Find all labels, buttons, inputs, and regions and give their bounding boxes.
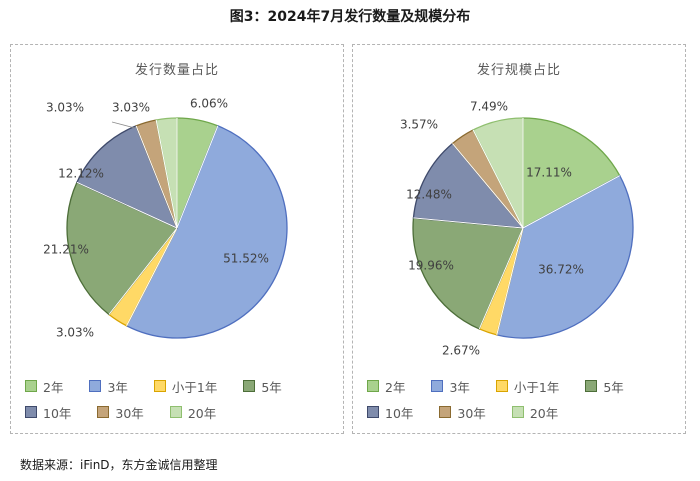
data-label-20年: 3.03%: [112, 101, 150, 115]
data-label-30年: 3.03%: [46, 101, 84, 115]
data-label-10年: 12.12%: [58, 167, 104, 181]
legend-label: 小于1年: [171, 379, 218, 395]
legend-label: 5年: [603, 379, 624, 395]
legend-scale: 2年 3年 小于1年 5年 10年 30年 20年: [367, 373, 677, 425]
chart-panel-scale: 发行规模占比 17.11% 36.72% 2.67% 19.96% 12.48% 3.57…: [352, 44, 686, 434]
data-label-2年: 6.06%: [190, 97, 228, 111]
pie-slice-2年: [522, 117, 621, 230]
leader-line: [111, 121, 136, 129]
slice-separator: [472, 129, 524, 229]
pie-chart-scale: 17.11% 36.72% 2.67% 19.96% 12.48% 3.57% 7.49%: [400, 100, 634, 358]
legend-label: 3年: [107, 379, 128, 395]
source-note: 数据来源：iFinD，东方金诚信用整理: [20, 458, 218, 472]
legend-swatch: [97, 406, 110, 418]
slice-separator: [452, 143, 524, 229]
legend-item-10年: 10年: [25, 403, 71, 422]
legend-swatch: [585, 380, 598, 392]
legend-item-5年: 5年: [585, 377, 624, 396]
legend-swatch: [243, 380, 256, 392]
legend-item-小于1年: 小于1年: [153, 377, 218, 396]
pie-slice-10年: [76, 125, 179, 230]
data-label-10年: 12.48%: [406, 188, 452, 202]
legend-item-30年: 30年: [97, 403, 144, 422]
data-label-3年: 36.72%: [538, 263, 584, 277]
legend-label: 小于1年: [513, 379, 560, 395]
legend-item-30年: 30年: [439, 403, 486, 422]
legend-label: 10年: [43, 405, 72, 421]
legend-swatch: [25, 380, 37, 392]
pie-slice-3年: [125, 125, 288, 339]
pie-chart-count: 6.06% 51.52% 3.03% 21.21% 12.12% 3.03% 3.03%: [43, 97, 288, 340]
data-label-小于1年: 3.03%: [56, 326, 94, 340]
slice-separator: [76, 181, 178, 229]
legend-label: 3年: [449, 379, 470, 395]
slice-separator: [478, 227, 524, 330]
legend-label: 30年: [457, 405, 486, 421]
legend-swatch: [89, 380, 102, 392]
legend-item-3年: 3年: [431, 377, 470, 396]
slice-separator: [126, 227, 178, 326]
chart-title-count: 发行数量占比: [134, 63, 219, 78]
legend-swatch: [431, 380, 444, 392]
legend-count: 2年 3年 小于1年 5年 10年 30年 20年: [25, 373, 335, 425]
legend-label: 10年: [385, 405, 414, 421]
figure-title: 图3：2024年7月发行数量及规模分布: [229, 9, 471, 25]
data-label-20年: 7.49%: [470, 100, 508, 114]
legend-swatch: [169, 406, 182, 418]
pie-slice-3年: [495, 174, 634, 339]
legend-item-5年: 5年: [243, 377, 282, 396]
legend-swatch: [439, 406, 452, 418]
data-label-5年: 21.21%: [43, 243, 89, 257]
legend-swatch: [367, 380, 379, 392]
chart-title-scale: 发行规模占比: [476, 63, 561, 78]
data-label-2年: 17.11%: [526, 166, 572, 180]
legend-item-10年: 10年: [367, 403, 413, 422]
legend-label: 20年: [529, 405, 559, 421]
legend-swatch: [25, 406, 37, 418]
slice-separator: [176, 125, 219, 229]
pie-slice-5年: [66, 181, 179, 316]
slice-separator: [522, 175, 620, 229]
legend-item-20年: 20年: [511, 403, 559, 422]
legend-label: 30年: [115, 405, 144, 421]
slice-separator: [496, 227, 524, 335]
legend-label: 5年: [261, 379, 282, 395]
legend-swatch: [511, 406, 524, 418]
data-label-5年: 19.96%: [408, 259, 454, 273]
legend-label: 2年: [385, 379, 406, 395]
legend-row: 2年 3年 小于1年 5年: [25, 373, 335, 399]
slice-separator: [155, 119, 178, 229]
pie-slice-10年: [412, 142, 525, 229]
pie-slice-5年: [412, 217, 524, 330]
legend-swatch: [367, 406, 379, 418]
legend-label: 2年: [43, 379, 64, 395]
legend-item-3年: 3年: [89, 377, 128, 396]
data-label-小于1年: 2.67%: [442, 344, 480, 358]
slice-separator: [413, 217, 524, 229]
legend-item-20年: 20年: [169, 403, 217, 422]
legend-swatch: [495, 380, 508, 392]
legend-item-2年: 2年: [367, 377, 405, 396]
legend-swatch: [153, 380, 166, 392]
legend-item-2年: 2年: [25, 377, 63, 396]
legend-row: 10年 30年 20年: [25, 399, 335, 425]
slice-separator: [108, 227, 178, 315]
legend-row: 2年 3年 小于1年 5年: [367, 373, 677, 399]
legend-item-小于1年: 小于1年: [495, 377, 560, 396]
slice-separator: [135, 125, 178, 229]
data-label-3年: 51.52%: [223, 252, 269, 266]
legend-label: 20年: [187, 405, 217, 421]
data-label-30年: 3.57%: [400, 118, 438, 132]
legend-row: 10年 30年 20年: [367, 399, 677, 425]
chart-panel-count: 发行数量占比 6.06% 51.52% 3.03% 21.21% 12.12% 3.03%…: [10, 44, 344, 434]
